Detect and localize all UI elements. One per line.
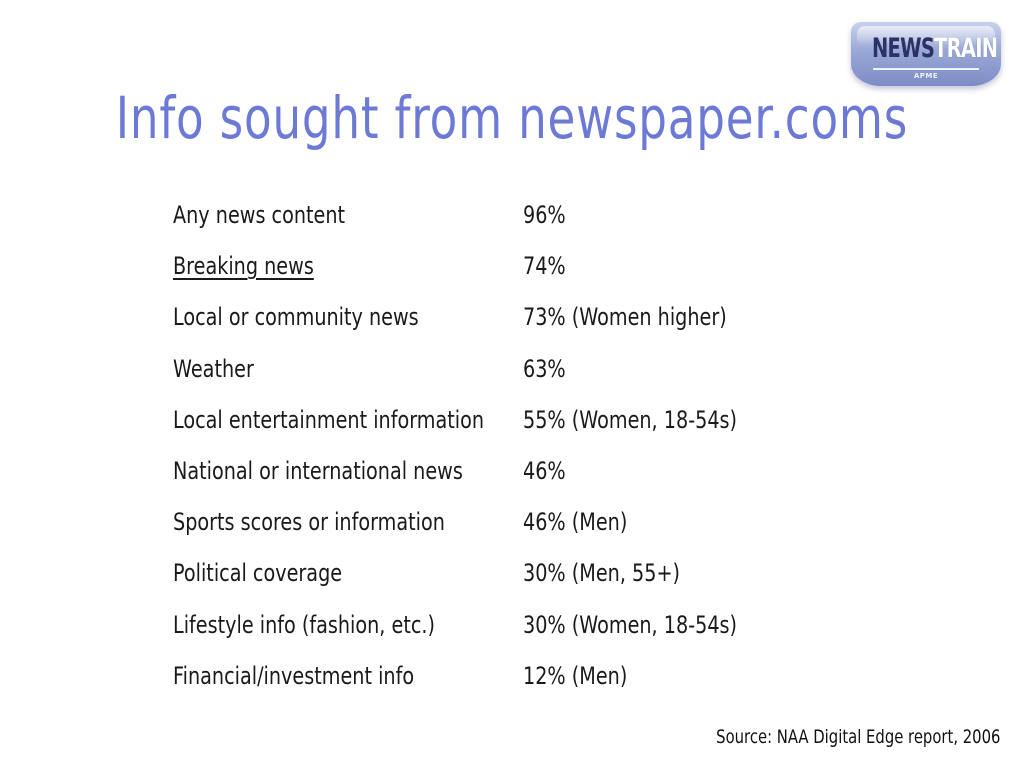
table-row: Sports scores or information 46% (Men) <box>173 503 813 554</box>
row-label: Political coverage <box>173 559 343 588</box>
row-value: 74% <box>523 252 566 281</box>
row-label: Local or community news <box>173 303 419 332</box>
table-row: Weather 63% <box>173 350 813 401</box>
table-row: Financial/investment info 12% (Men) <box>173 657 813 708</box>
row-label: National or international news <box>173 456 463 485</box>
row-label: Sports scores or information <box>173 508 445 537</box>
row-value: 46% <box>523 456 566 485</box>
slide-title: Info sought from newspaper.coms <box>0 80 1024 156</box>
source-note: Source: NAA Digital Edge report, 2006 <box>715 726 1000 748</box>
row-label-link[interactable]: Breaking news <box>173 252 314 281</box>
logo-wordmark: NEWSTRAIN <box>872 32 998 66</box>
info-table: Any news content 96% Breaking news 74% L… <box>173 196 813 708</box>
row-label: Weather <box>173 354 254 383</box>
row-label: Any news content <box>173 201 346 229</box>
row-value: 30% (Women, 18-54s) <box>523 610 738 639</box>
table-row: Any news content 96% <box>173 196 813 247</box>
logo-shine <box>857 26 995 46</box>
row-label: Financial/investment info <box>173 661 415 690</box>
table-row: Lifestyle info (fashion, etc.) 30% (Wome… <box>173 606 813 657</box>
logo-divider <box>873 68 979 70</box>
logo-subtext: APME <box>913 72 939 80</box>
table-row: Local or community news 73% (Women highe… <box>173 298 813 349</box>
newstrain-logo: NEWSTRAIN APME <box>851 22 1001 86</box>
slide-title-text: Info sought from newspaper.coms <box>115 84 909 152</box>
row-label: Lifestyle info (fashion, etc.) <box>173 610 435 639</box>
row-value: 63% <box>523 354 566 383</box>
logo-word-news: NEWS <box>872 33 935 64</box>
table-row: Local entertainment information 55% (Wom… <box>173 401 813 452</box>
table-row: Breaking news 74% <box>173 247 813 298</box>
table-row: Political coverage 30% (Men, 55+) <box>173 554 813 605</box>
row-value: 30% (Men, 55+) <box>523 559 681 588</box>
row-value: 55% (Women, 18-54s) <box>523 405 738 434</box>
row-label: Local entertainment information <box>173 405 485 434</box>
row-value: 46% (Men) <box>523 508 628 537</box>
table-row: National or international news 46% <box>173 452 813 503</box>
row-value: 73% (Women higher) <box>523 303 727 332</box>
row-value: 96% <box>523 201 566 229</box>
row-value: 12% (Men) <box>523 661 628 690</box>
logo-word-train: TRAIN <box>934 33 998 64</box>
